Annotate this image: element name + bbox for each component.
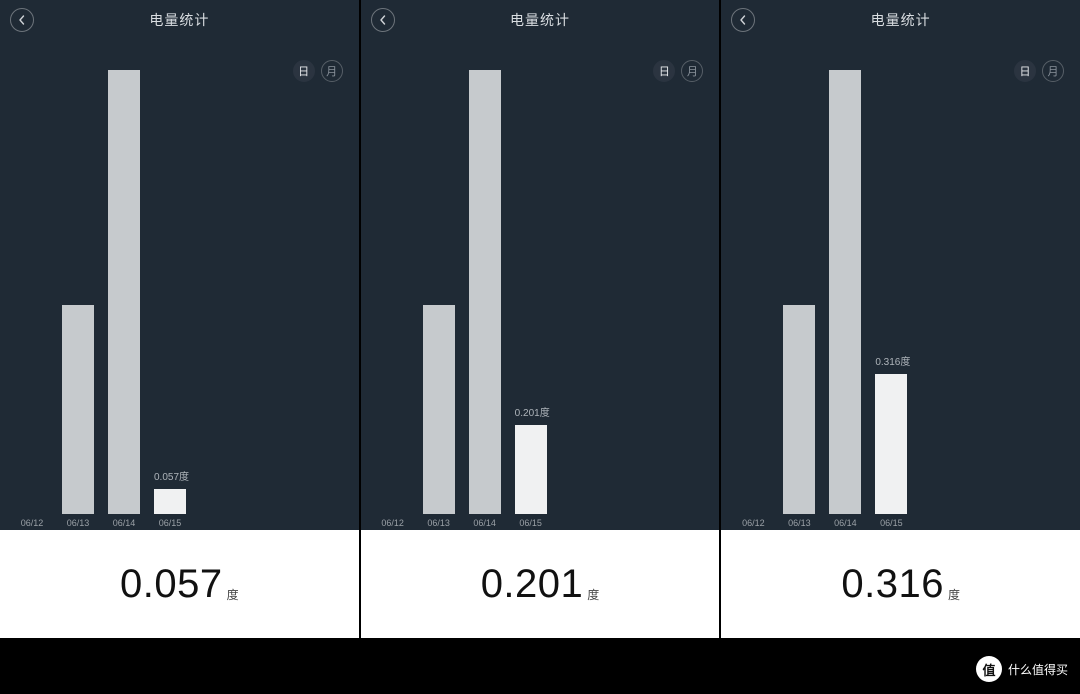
panels-row: 电量统计日月0.057度06/1206/1306/1406/15 0.057 度… [0,0,1080,638]
x-axis-label: 06/14 [473,518,496,528]
chart-area: 0.057度 06/12 06/13 06/14 06/15 [0,40,359,530]
bar[interactable] [423,305,455,514]
x-axis-label: 06/13 [427,518,450,528]
back-button[interactable] [371,8,395,32]
x-axis: 06/12 06/13 06/14 06/15 [721,514,1080,530]
x-axis-label: 06/12 [381,518,404,528]
bar[interactable] [108,70,140,514]
x-axis-label: 06/12 [742,518,765,528]
watermark-badge: 值 [976,656,1002,682]
summary-footer: 0.316 度 [721,530,1080,638]
summary-unit: 度 [227,586,239,603]
summary-value: 0.057 [120,562,223,607]
page-title: 电量统计 [871,10,931,30]
bar[interactable] [829,70,861,514]
watermark: 值 什么值得买 [976,656,1068,682]
bar-callout: 0.057度 [154,468,189,483]
x-axis-label: 06/15 [159,518,182,528]
chart-area: 0.316度 06/12 06/13 06/14 06/15 [721,40,1080,530]
watermark-text: 什么值得买 [1008,661,1068,678]
bar[interactable] [783,305,815,514]
chevron-left-icon [378,15,388,25]
header-bar: 电量统计 [0,0,359,40]
summary-unit: 度 [948,586,960,603]
summary-value: 0.201 [481,562,584,607]
bar-highlight[interactable] [154,489,186,514]
x-axis-label: 06/15 [519,518,542,528]
chart-area: 0.201度 06/12 06/13 06/14 06/15 [361,40,720,530]
x-axis: 06/12 06/13 06/14 06/15 [0,514,359,530]
x-axis-label: 06/15 [880,518,903,528]
panel: 电量统计日月0.201度06/1206/1306/1406/15 0.201 度 [361,0,722,638]
summary-footer: 0.201 度 [361,530,720,638]
chevron-left-icon [17,15,27,25]
page-title: 电量统计 [149,10,209,30]
header-bar: 电量统计 [361,0,720,40]
bar-callout: 0.316度 [875,353,910,368]
bar-highlight[interactable] [515,425,547,514]
bars-layer: 0.316度 06/12 06/13 06/14 06/15 [721,70,1080,530]
bars-layer: 0.057度 06/12 06/13 06/14 06/15 [0,70,359,530]
bars-layer: 0.201度 06/12 06/13 06/14 06/15 [361,70,720,530]
bar-callout: 0.201度 [515,404,550,419]
x-axis-label: 06/14 [834,518,857,528]
panel: 电量统计日月0.316度06/1206/1306/1406/15 0.316 度 [721,0,1080,638]
back-button[interactable] [731,8,755,32]
chevron-left-icon [738,15,748,25]
x-axis-label: 06/14 [113,518,136,528]
x-axis-label: 06/13 [788,518,811,528]
header-bar: 电量统计 [721,0,1080,40]
back-button[interactable] [10,8,34,32]
summary-footer: 0.057 度 [0,530,359,638]
x-axis-label: 06/12 [21,518,44,528]
app-canvas: 电量统计日月0.057度06/1206/1306/1406/15 0.057 度… [0,0,1080,694]
summary-value: 0.316 [841,562,944,607]
x-axis-label: 06/13 [67,518,90,528]
bar[interactable] [469,70,501,514]
page-title: 电量统计 [510,10,570,30]
x-axis: 06/12 06/13 06/14 06/15 [361,514,720,530]
summary-unit: 度 [587,586,599,603]
panel: 电量统计日月0.057度06/1206/1306/1406/15 0.057 度 [0,0,361,638]
bar-highlight[interactable] [875,374,907,514]
bar[interactable] [62,305,94,514]
